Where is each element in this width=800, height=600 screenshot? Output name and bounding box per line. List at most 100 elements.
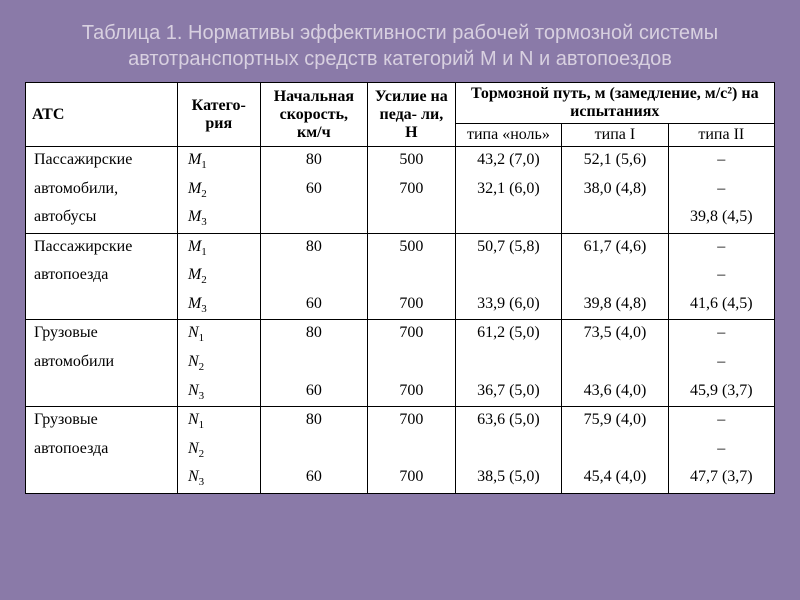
cell-category: N2 <box>177 436 260 465</box>
cell-t0: 38,5 (5,0) <box>455 464 562 493</box>
cell-category: N1 <box>177 407 260 436</box>
hdr-category: Катего- рия <box>177 83 260 147</box>
cell-category: N3 <box>177 464 260 493</box>
cell-t2: 45,9 (3,7) <box>668 378 774 407</box>
cell-force: 700 <box>368 176 455 205</box>
hdr-force: Усилие на педа- ли, Н <box>368 83 455 147</box>
cell-t2: – <box>668 320 774 349</box>
table-row: N36070038,5 (5,0)45,4 (4,0)47,7 (3,7) <box>26 464 775 493</box>
cell-category: M2 <box>177 262 260 291</box>
cell-t1: 38,0 (4,8) <box>562 176 668 205</box>
cell-t2: 47,7 (3,7) <box>668 464 774 493</box>
cell-ats: автобусы <box>26 204 178 233</box>
table-row: ПассажирскиеM18050043,2 (7,0)52,1 (5,6)– <box>26 147 775 176</box>
cell-force: 700 <box>368 291 455 320</box>
cell-ats: автомобили, <box>26 176 178 205</box>
cell-ats: автопоезда <box>26 436 178 465</box>
cell-force: 500 <box>368 147 455 176</box>
cell-force <box>368 436 455 465</box>
cell-speed <box>260 204 368 233</box>
cell-ats <box>26 378 178 407</box>
cell-speed <box>260 349 368 378</box>
cell-speed: 60 <box>260 378 368 407</box>
cell-category: M1 <box>177 233 260 262</box>
table-row: автомобилиN2 – <box>26 349 775 378</box>
cell-ats: Пассажирские <box>26 233 178 262</box>
cell-t1: 39,8 (4,8) <box>562 291 668 320</box>
cell-force: 700 <box>368 378 455 407</box>
cell-t2: 39,8 (4,5) <box>668 204 774 233</box>
cell-ats: автопоезда <box>26 262 178 291</box>
cell-speed: 80 <box>260 147 368 176</box>
cell-t1: 52,1 (5,6) <box>562 147 668 176</box>
cell-t1 <box>562 204 668 233</box>
cell-t1: 45,4 (4,0) <box>562 464 668 493</box>
cell-t0 <box>455 204 562 233</box>
cell-force: 700 <box>368 407 455 436</box>
table-row: ГрузовыеN18070061,2 (5,0)73,5 (4,0)– <box>26 320 775 349</box>
cell-category: N3 <box>177 378 260 407</box>
cell-t0: 32,1 (6,0) <box>455 176 562 205</box>
cell-speed: 80 <box>260 320 368 349</box>
cell-category: N2 <box>177 349 260 378</box>
cell-t0: 43,2 (7,0) <box>455 147 562 176</box>
cell-t2: 41,6 (4,5) <box>668 291 774 320</box>
cell-t2: – <box>668 262 774 291</box>
slide-title: Таблица 1. Нормативы эффективности рабоч… <box>0 0 800 82</box>
cell-t0: 33,9 (6,0) <box>455 291 562 320</box>
cell-force <box>368 349 455 378</box>
cell-t0: 61,2 (5,0) <box>455 320 562 349</box>
table-row: автопоездаN2 – <box>26 436 775 465</box>
cell-speed: 60 <box>260 291 368 320</box>
cell-speed: 80 <box>260 407 368 436</box>
hdr-brakepath: Тормозной путь, м (замедление, м/с²) на … <box>455 83 774 124</box>
cell-speed <box>260 262 368 291</box>
cell-t2: – <box>668 233 774 262</box>
cell-ats: автомобили <box>26 349 178 378</box>
cell-t2: – <box>668 407 774 436</box>
cell-force: 700 <box>368 320 455 349</box>
cell-t2: – <box>668 147 774 176</box>
table-row: ГрузовыеN18070063,6 (5,0)75,9 (4,0)– <box>26 407 775 436</box>
cell-ats <box>26 464 178 493</box>
cell-speed: 80 <box>260 233 368 262</box>
cell-ats: Грузовые <box>26 407 178 436</box>
slide: Таблица 1. Нормативы эффективности рабоч… <box>0 0 800 600</box>
table-row: автобусыM3 39,8 (4,5) <box>26 204 775 233</box>
cell-category: M3 <box>177 291 260 320</box>
table-row: M36070033,9 (6,0)39,8 (4,8)41,6 (4,5) <box>26 291 775 320</box>
cell-t0 <box>455 349 562 378</box>
cell-speed: 60 <box>260 464 368 493</box>
cell-force: 500 <box>368 233 455 262</box>
cell-speed: 60 <box>260 176 368 205</box>
hdr-speed: Начальная скорость, км/ч <box>260 83 368 147</box>
cell-t1 <box>562 262 668 291</box>
table-row: автопоездаM2 – <box>26 262 775 291</box>
cell-category: M1 <box>177 147 260 176</box>
cell-force <box>368 204 455 233</box>
cell-speed <box>260 436 368 465</box>
cell-t1: 73,5 (4,0) <box>562 320 668 349</box>
standards-table: АТС Катего- рия Начальная скорость, км/ч… <box>25 82 775 494</box>
cell-ats: Грузовые <box>26 320 178 349</box>
hdr-type0: типа «ноль» <box>455 124 562 147</box>
cell-t2: – <box>668 176 774 205</box>
cell-t1 <box>562 349 668 378</box>
table-row: автомобили,M26070032,1 (6,0)38,0 (4,8)– <box>26 176 775 205</box>
cell-t2: – <box>668 436 774 465</box>
hdr-type2: типа II <box>668 124 774 147</box>
cell-t1 <box>562 436 668 465</box>
table-row: N36070036,7 (5,0)43,6 (4,0)45,9 (3,7) <box>26 378 775 407</box>
cell-t1: 75,9 (4,0) <box>562 407 668 436</box>
cell-category: M3 <box>177 204 260 233</box>
cell-t0 <box>455 262 562 291</box>
cell-category: M2 <box>177 176 260 205</box>
hdr-type1: типа I <box>562 124 668 147</box>
table-container: АТС Катего- рия Начальная скорость, км/ч… <box>25 82 775 494</box>
hdr-ats: АТС <box>26 83 178 147</box>
cell-ats: Пассажирские <box>26 147 178 176</box>
cell-t2: – <box>668 349 774 378</box>
table-header: АТС Катего- рия Начальная скорость, км/ч… <box>26 83 775 147</box>
cell-force: 700 <box>368 464 455 493</box>
table-body: ПассажирскиеM18050043,2 (7,0)52,1 (5,6)–… <box>26 147 775 494</box>
